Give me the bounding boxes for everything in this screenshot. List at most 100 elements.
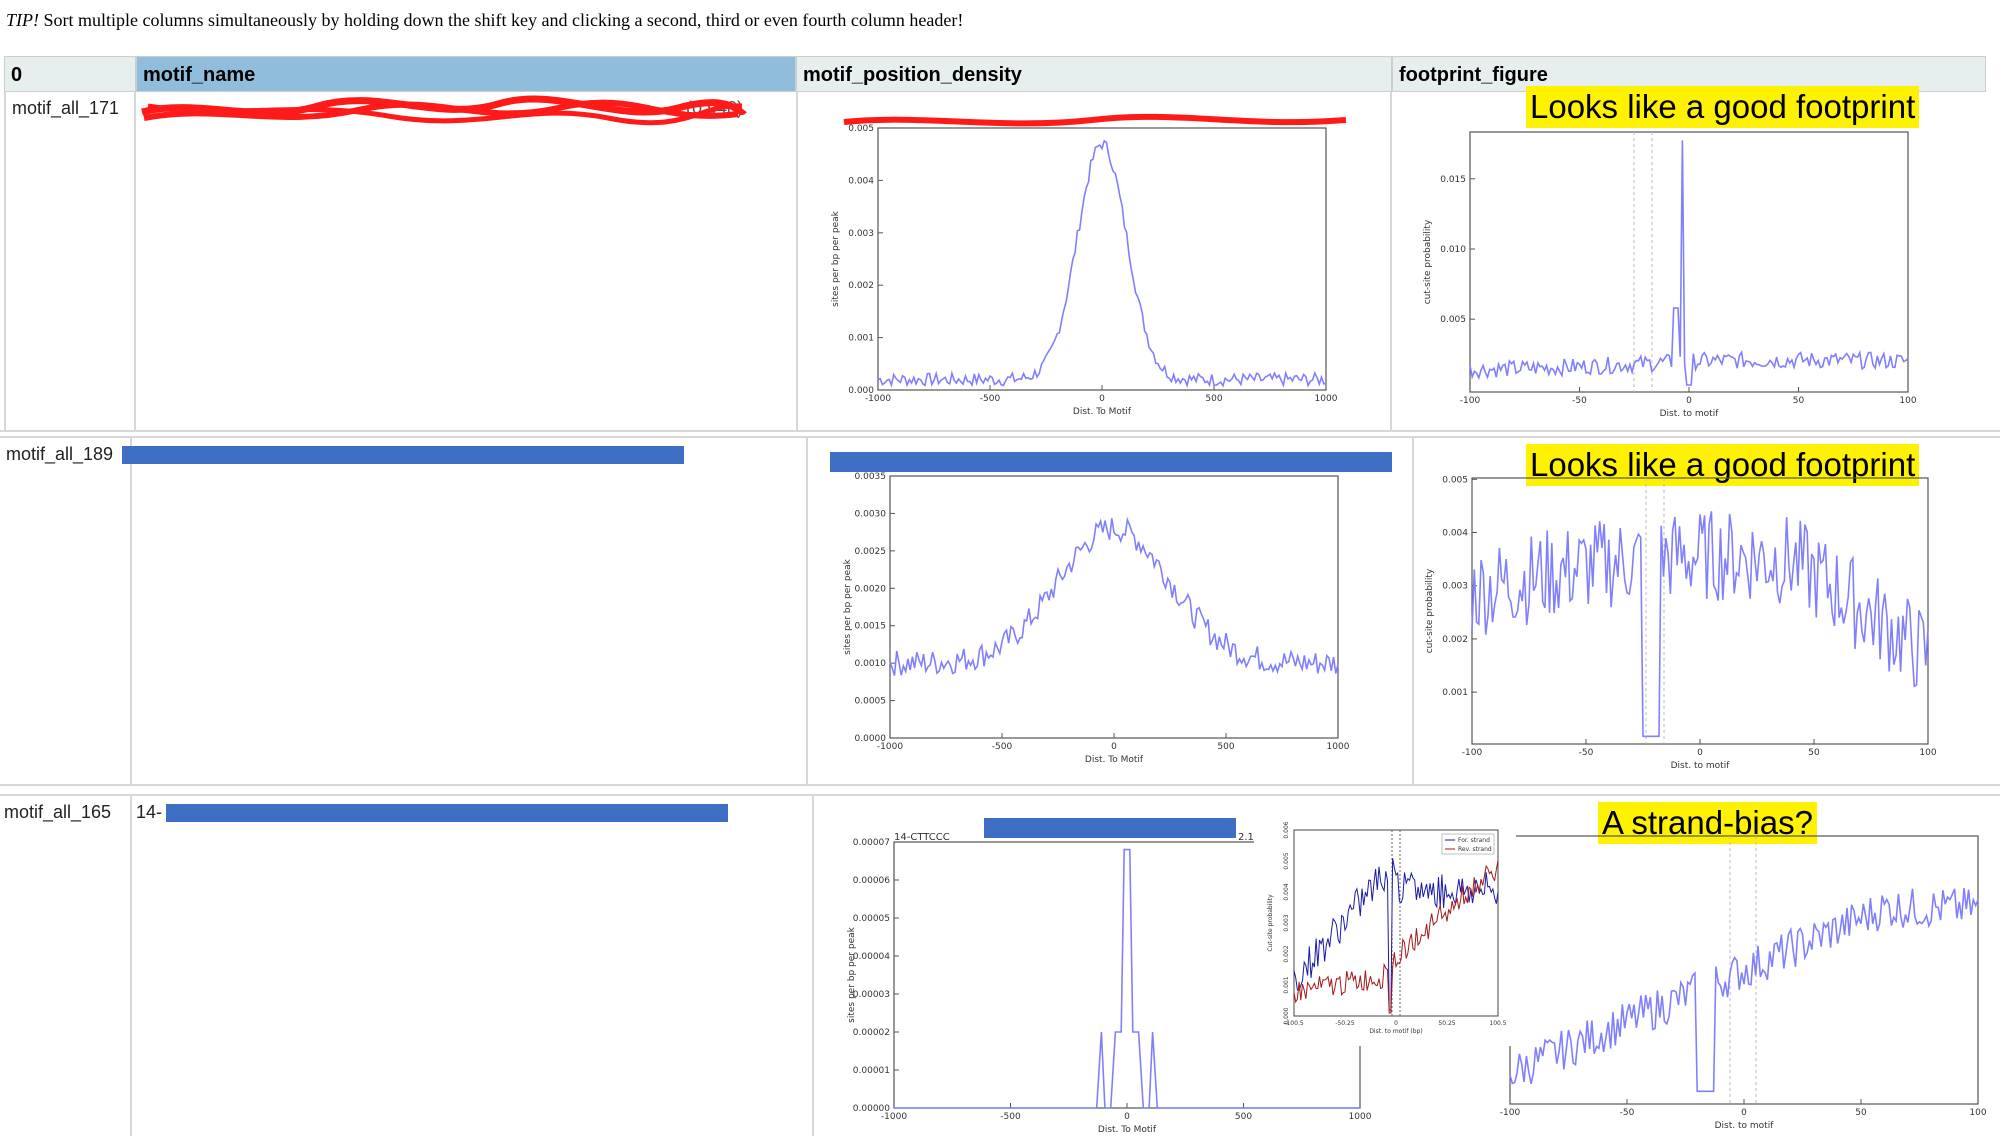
density-plot: 0.0000 0.0005 0.0010 0.0015 0.0020 0.0025 0.00… xyxy=(843,472,1350,765)
column-divider xyxy=(134,92,136,430)
x-tick-label: 0 xyxy=(1697,748,1703,758)
tip-prefix: TIP! xyxy=(6,10,39,30)
y-axis-label: sites per bp per peak xyxy=(831,210,841,306)
x-tick-label: 50 xyxy=(1855,1108,1867,1118)
row-divider xyxy=(0,794,2000,796)
y-tick-label: 0.00005 xyxy=(853,914,890,924)
x-tick-label: 1000 xyxy=(1327,742,1350,752)
column-divider xyxy=(4,92,6,430)
x-tick-label: 0 xyxy=(1741,1108,1747,1118)
y-tick-label: 0.001 xyxy=(1283,976,1290,993)
row-id: motif_all_171 xyxy=(12,98,120,118)
y-tick-label: 0.005 xyxy=(1440,315,1466,325)
x-tick-label: -1000 xyxy=(881,1112,907,1122)
x-axis-label: Dist. to motif (bp) xyxy=(1369,1028,1422,1035)
annotation-note: Looks like a good footprint xyxy=(1526,86,1920,128)
density-series xyxy=(889,516,1339,676)
x-tick-label: -100.5 xyxy=(1284,1020,1304,1027)
y-axis-label: sites per bp per peak xyxy=(847,926,857,1022)
x-tick-label: 0 xyxy=(1124,1112,1130,1122)
x-axis-label: Dist. to motif xyxy=(1715,1121,1775,1131)
tip-text: TIP! Sort multiple columns simultaneousl… xyxy=(6,10,963,31)
y-tick-label: 0.015 xyxy=(1440,175,1466,185)
redaction-bar xyxy=(166,804,728,822)
density-series xyxy=(877,139,1327,389)
x-tick-label: 50.25 xyxy=(1438,1020,1455,1027)
row-id: motif_all_189 xyxy=(6,444,114,464)
legend-label: For. strand xyxy=(1458,837,1490,844)
y-tick-label: 0.004 xyxy=(1442,529,1468,539)
column-header-motif-position-density[interactable]: motif_position_density xyxy=(796,56,1392,92)
y-tick-label: 0.0035 xyxy=(855,472,887,482)
forward-strand-series xyxy=(1293,858,1499,1011)
y-tick-label: 0.001 xyxy=(848,334,874,344)
column-divider xyxy=(806,438,808,784)
y-tick-label: 0.0030 xyxy=(855,509,887,519)
x-tick-label: -500 xyxy=(992,742,1013,752)
y-tick-label: 0.0015 xyxy=(855,622,887,632)
row-divider xyxy=(0,430,2000,432)
x-axis-label: Dist. to motif xyxy=(1671,761,1731,770)
density-series xyxy=(894,848,1360,1109)
y-tick-label: 0.00006 xyxy=(853,876,890,886)
x-tick-label: 50 xyxy=(1793,396,1805,406)
y-tick-label: 0.0020 xyxy=(855,584,887,594)
row-id: motif_all_165 xyxy=(4,802,112,822)
x-axis-label: Dist. To Motif xyxy=(1098,1125,1157,1135)
plot-title: 2.1 xyxy=(1238,832,1254,843)
legend-label: Rev. strand xyxy=(1458,846,1492,853)
x-tick-label: 100.5 xyxy=(1489,1020,1506,1027)
strand-bias-inset: 0.000 0.001 0.002 0.003 0.004 0.005 0.006 -100.… xyxy=(1254,810,1516,1046)
y-tick-label: 0.000 xyxy=(1283,1007,1290,1024)
y-tick-label: 0.003 xyxy=(848,229,874,239)
column-header-label: motif_name xyxy=(143,64,256,86)
row-divider xyxy=(0,436,2000,438)
redaction-bar xyxy=(830,452,1392,472)
x-tick-label: -100 xyxy=(1500,1108,1520,1118)
x-tick-label: -1000 xyxy=(877,742,903,752)
y-tick-label: 0.006 xyxy=(1283,821,1290,838)
y-tick-label: 0.00001 xyxy=(853,1066,890,1076)
x-tick-label: 0 xyxy=(1394,1020,1398,1027)
y-tick-label: 0.004 xyxy=(1283,883,1290,900)
y-tick-label: 0.010 xyxy=(1440,245,1466,255)
x-tick-label: 0 xyxy=(1111,742,1117,752)
annotation-note: A strand-bias? xyxy=(1598,802,1817,844)
x-tick-label: -50 xyxy=(1572,396,1587,406)
plot-title: 14-CTTCCC xyxy=(894,832,950,843)
y-tick-label: 0.003 xyxy=(1283,914,1290,931)
footprint-plot: -100 -50 0 50 100 Dist. to motif xyxy=(1500,835,1987,1131)
density-plot: 0.000 0.001 0.002 0.003 0.004 0.005 -1000 -500 0… xyxy=(831,124,1338,417)
y-tick-label: 0.00007 xyxy=(853,838,890,848)
tip-message: Sort multiple columns simultaneously by … xyxy=(43,10,964,30)
y-tick-label: 0.002 xyxy=(1442,635,1468,645)
column-divider xyxy=(130,796,132,1136)
x-tick-label: -500 xyxy=(1000,1112,1021,1122)
y-axis-label: cut-site probability xyxy=(1425,568,1435,653)
x-tick-label: 1000 xyxy=(1349,1112,1372,1122)
column-divider xyxy=(130,438,132,784)
annotation-note: Looks like a good footprint xyxy=(1526,444,1920,486)
x-tick-label: 0 xyxy=(1686,396,1692,406)
y-tick-label: 0.0025 xyxy=(855,547,887,557)
column-divider xyxy=(1390,92,1392,430)
x-tick-label: -1000 xyxy=(865,394,891,404)
x-tick-label: 1000 xyxy=(1315,394,1338,404)
x-axis-label: Dist. to motif xyxy=(1660,409,1720,419)
y-axis-label: cut-site probability xyxy=(1423,219,1433,304)
column-divider xyxy=(812,796,814,1136)
x-tick-label: 100 xyxy=(1969,1108,1986,1118)
column-divider xyxy=(1412,438,1414,784)
x-tick-label: 500 xyxy=(1205,394,1222,404)
y-tick-label: 0.003 xyxy=(1442,582,1468,592)
x-tick-label: 0 xyxy=(1099,394,1105,404)
footprint-plot: 0.005 0.010 0.015 -100 -50 0 50 100 Dist. to mot… xyxy=(1423,131,1917,419)
column-header-motif-name[interactable]: motif_name xyxy=(136,56,796,92)
column-header-0[interactable]: 0 xyxy=(4,56,136,92)
redaction-bar xyxy=(984,818,1236,838)
y-tick-label: 0.00004 xyxy=(853,952,890,962)
footprint-plot: 0.001 0.002 0.003 0.004 0.005 -100 -50 0 50 100 Di… xyxy=(1425,475,1937,770)
row-divider xyxy=(0,784,2000,786)
y-tick-label: 0.002 xyxy=(848,281,874,291)
column-divider xyxy=(796,92,798,430)
